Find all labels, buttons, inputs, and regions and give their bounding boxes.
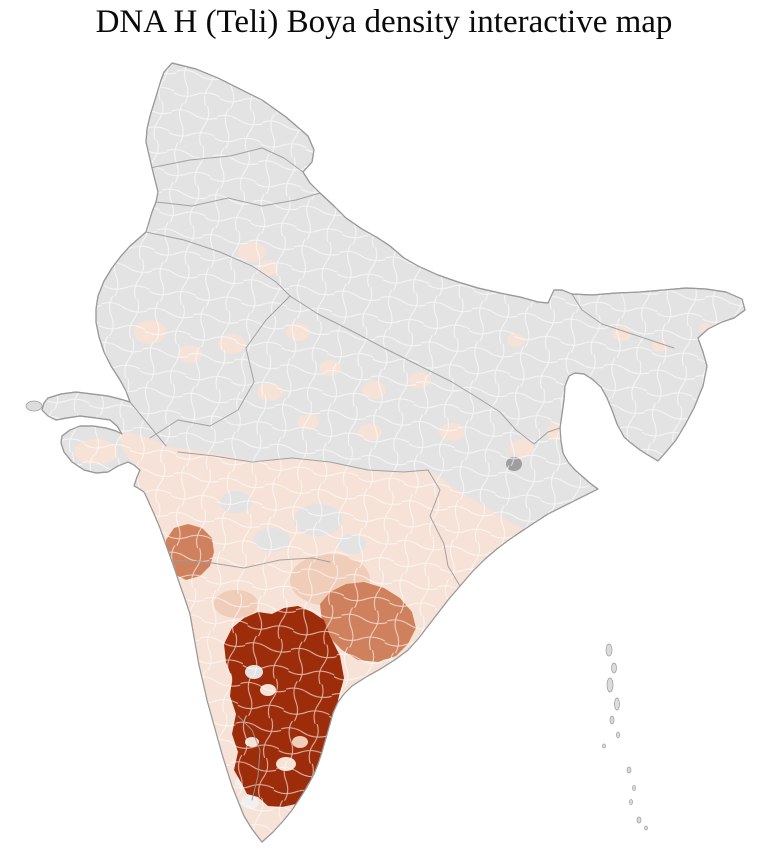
state-borders [129, 147, 675, 801]
andaman-nicobar-islands[interactable] [602, 643, 648, 831]
district-borders-mesh [42, 63, 745, 842]
india-outer-border [41, 62, 746, 843]
page-title: DNA H (Teli) Boya density interactive ma… [95, 4, 673, 40]
kutch-islet [25, 400, 43, 412]
